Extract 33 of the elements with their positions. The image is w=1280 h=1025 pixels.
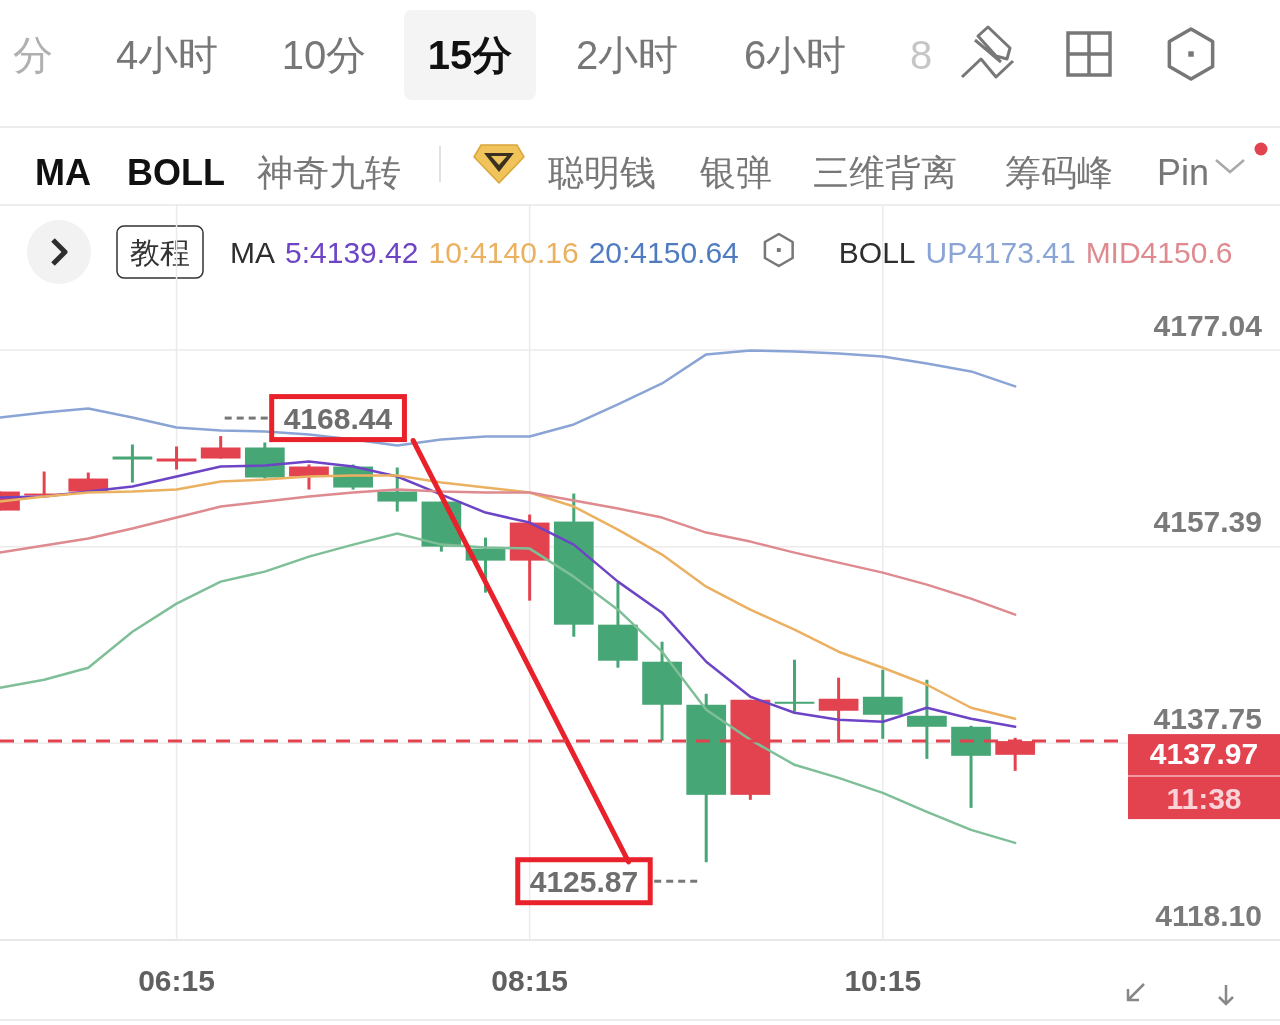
text: 10分 xyxy=(281,33,367,77)
text: MA xyxy=(230,235,275,269)
text: Pin xyxy=(1157,151,1210,193)
ref-line-label: 4137.97 xyxy=(1149,736,1259,770)
y-tick-label: 4118.10 xyxy=(1155,898,1262,932)
text: 银弹 xyxy=(699,151,772,193)
text: BOLL xyxy=(838,235,916,269)
y-tick-label: 4177.04 xyxy=(1153,308,1263,342)
text: 神奇九转 xyxy=(257,151,401,193)
text: MA xyxy=(35,151,91,193)
text: 筹码峰 xyxy=(1005,151,1113,193)
annotation: 4168.44 xyxy=(283,401,393,435)
text: 分 xyxy=(13,33,53,77)
text: 三维背离 xyxy=(813,151,957,193)
y-tick-label: 4137.75 xyxy=(1153,701,1262,735)
x-tick-label: 10:15 xyxy=(844,963,922,997)
text: 2小时 xyxy=(575,33,679,77)
x-tick-label: 06:15 xyxy=(138,963,215,997)
y-tick-label: 4157.39 xyxy=(1153,505,1262,539)
annotation: 11:38 xyxy=(1166,781,1242,815)
text: 4小时 xyxy=(115,33,219,77)
annotation: 4125.87 xyxy=(529,864,639,898)
text: 15分 xyxy=(427,33,513,77)
text: 聪明钱 xyxy=(548,151,656,193)
text: UP4173.41 xyxy=(925,235,1076,269)
text: 8 xyxy=(909,33,933,77)
text: 20:4150.64 xyxy=(588,235,739,269)
x-tick-label: 08:15 xyxy=(491,963,569,997)
text: 10:4140.16 xyxy=(428,235,579,269)
text: 5:4139.42 xyxy=(285,235,419,269)
text: 6小时 xyxy=(743,33,847,77)
text: BOLL xyxy=(127,151,225,193)
text: MID4150.6 xyxy=(1085,235,1233,269)
